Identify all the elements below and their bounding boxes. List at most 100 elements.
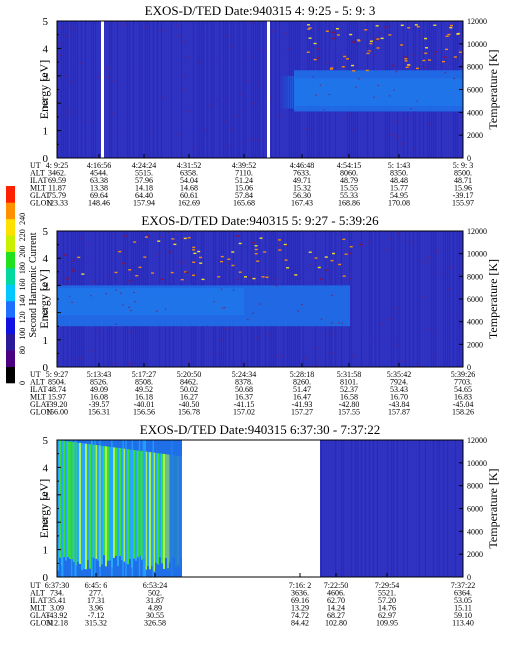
noise-dot bbox=[73, 29, 76, 31]
noise-streak bbox=[397, 231, 398, 367]
ephemeris-row-label: GLON bbox=[30, 199, 52, 208]
speckle bbox=[231, 251, 235, 253]
noise-dot bbox=[220, 288, 223, 290]
speckle bbox=[388, 34, 392, 36]
noise-dot bbox=[80, 358, 82, 360]
noise-dot bbox=[346, 117, 348, 119]
noise-streak bbox=[109, 21, 110, 158]
noise-streak bbox=[387, 231, 388, 367]
ephemeris-cell: 14.76 bbox=[378, 604, 396, 613]
ephemeris-cell: 277. bbox=[89, 589, 103, 598]
speckle bbox=[236, 235, 240, 237]
noise-dot bbox=[273, 278, 275, 280]
broadband-column bbox=[57, 440, 59, 571]
colorbar-tick-label: 0 bbox=[18, 381, 27, 385]
noise-streak bbox=[123, 21, 124, 158]
noise-streak bbox=[173, 21, 174, 158]
noise-dot bbox=[123, 23, 125, 25]
noise-streak bbox=[445, 231, 446, 367]
noise-streak bbox=[191, 21, 192, 158]
noise-streak bbox=[251, 21, 252, 158]
broadband-column bbox=[123, 448, 125, 562]
y2-tick-label: 10000 bbox=[467, 40, 487, 49]
ephemeris-cell: 15.97 bbox=[48, 393, 66, 402]
noise-streak bbox=[399, 440, 400, 577]
ephemeris-cell: 8462. bbox=[180, 378, 198, 387]
striation bbox=[99, 440, 101, 577]
noise-streak bbox=[283, 21, 284, 158]
noise-streak bbox=[391, 440, 392, 577]
data-gap bbox=[267, 21, 270, 158]
ephemeris-cell: 69.64 bbox=[90, 191, 108, 200]
ephemeris-cell: -41.93 bbox=[292, 400, 313, 409]
broadband-column bbox=[119, 448, 121, 557]
noise-streak bbox=[443, 440, 444, 577]
noise-dot bbox=[440, 272, 443, 274]
y2-tick-label: 0 bbox=[467, 363, 471, 372]
speckle bbox=[133, 241, 137, 243]
noise-streak bbox=[265, 21, 266, 158]
speckle bbox=[277, 239, 281, 241]
noise-dot bbox=[110, 80, 113, 82]
noise-streak bbox=[113, 21, 114, 158]
broadband-column bbox=[149, 452, 151, 570]
ut-tick-label: 4:39:52 bbox=[232, 161, 256, 170]
ephemeris-row-label: UT bbox=[30, 581, 41, 590]
speckle bbox=[376, 47, 380, 49]
noise-streak bbox=[209, 21, 210, 158]
noise-dot bbox=[341, 322, 343, 324]
striation bbox=[131, 440, 134, 577]
spectrogram-panel-1: EXOS-D/TED Date:940315 4: 9:25 - 5: 9: 3… bbox=[30, 3, 500, 208]
ephemeris-cell: 157.87 bbox=[388, 408, 410, 417]
speckle bbox=[445, 35, 449, 38]
noise-dot bbox=[237, 278, 239, 280]
colorbar-segment bbox=[6, 284, 15, 302]
speckle bbox=[332, 252, 336, 255]
ut-tick-label: 7:37:22 bbox=[451, 581, 475, 590]
ephemeris-cell: -40.01 bbox=[134, 400, 155, 409]
ephemeris-cell: 734. bbox=[50, 589, 64, 598]
noise-dot bbox=[270, 97, 272, 99]
speckle bbox=[349, 33, 353, 36]
broadband-column bbox=[113, 447, 115, 558]
speckle bbox=[391, 64, 395, 67]
colorbar-tick-label: 80 bbox=[18, 346, 27, 354]
noise-streak bbox=[179, 21, 180, 158]
noise-dot bbox=[401, 143, 403, 145]
speckle bbox=[278, 249, 282, 251]
speckle bbox=[404, 58, 408, 60]
noise-dot bbox=[258, 139, 260, 141]
spectrogram-plot bbox=[57, 440, 463, 577]
noise-streak bbox=[453, 440, 454, 577]
noise-dot bbox=[135, 345, 137, 347]
noise-dot bbox=[184, 42, 186, 44]
data-gap bbox=[101, 21, 104, 158]
broadband-column bbox=[141, 451, 143, 560]
striation bbox=[74, 440, 76, 577]
ephemeris-cell: 57.84 bbox=[235, 191, 253, 200]
noise-dot bbox=[84, 138, 87, 140]
ut-tick-label: 5:20:50 bbox=[177, 370, 201, 379]
noise-dot bbox=[375, 36, 378, 38]
noise-dot bbox=[393, 89, 395, 91]
noise-streak bbox=[397, 440, 398, 577]
noise-streak bbox=[231, 21, 232, 158]
noise-streak bbox=[143, 21, 144, 158]
noise-streak bbox=[201, 21, 202, 158]
y-tick-label: 4 bbox=[43, 43, 49, 55]
noise-dot bbox=[247, 79, 249, 81]
noise-dot bbox=[449, 31, 451, 33]
noise-dot bbox=[276, 285, 278, 287]
ephemeris-cell: 170.08 bbox=[388, 199, 410, 208]
noise-dot bbox=[175, 25, 177, 27]
speckle bbox=[252, 241, 256, 244]
noise-streak bbox=[83, 21, 84, 158]
broadband-column bbox=[103, 446, 105, 556]
ephemeris-cell: 55.33 bbox=[340, 191, 358, 200]
noise-dot bbox=[264, 48, 267, 50]
speckle bbox=[254, 248, 258, 251]
striation bbox=[111, 440, 113, 577]
noise-streak bbox=[287, 21, 288, 158]
noise-streak bbox=[261, 21, 262, 158]
noise-streak bbox=[417, 231, 418, 367]
